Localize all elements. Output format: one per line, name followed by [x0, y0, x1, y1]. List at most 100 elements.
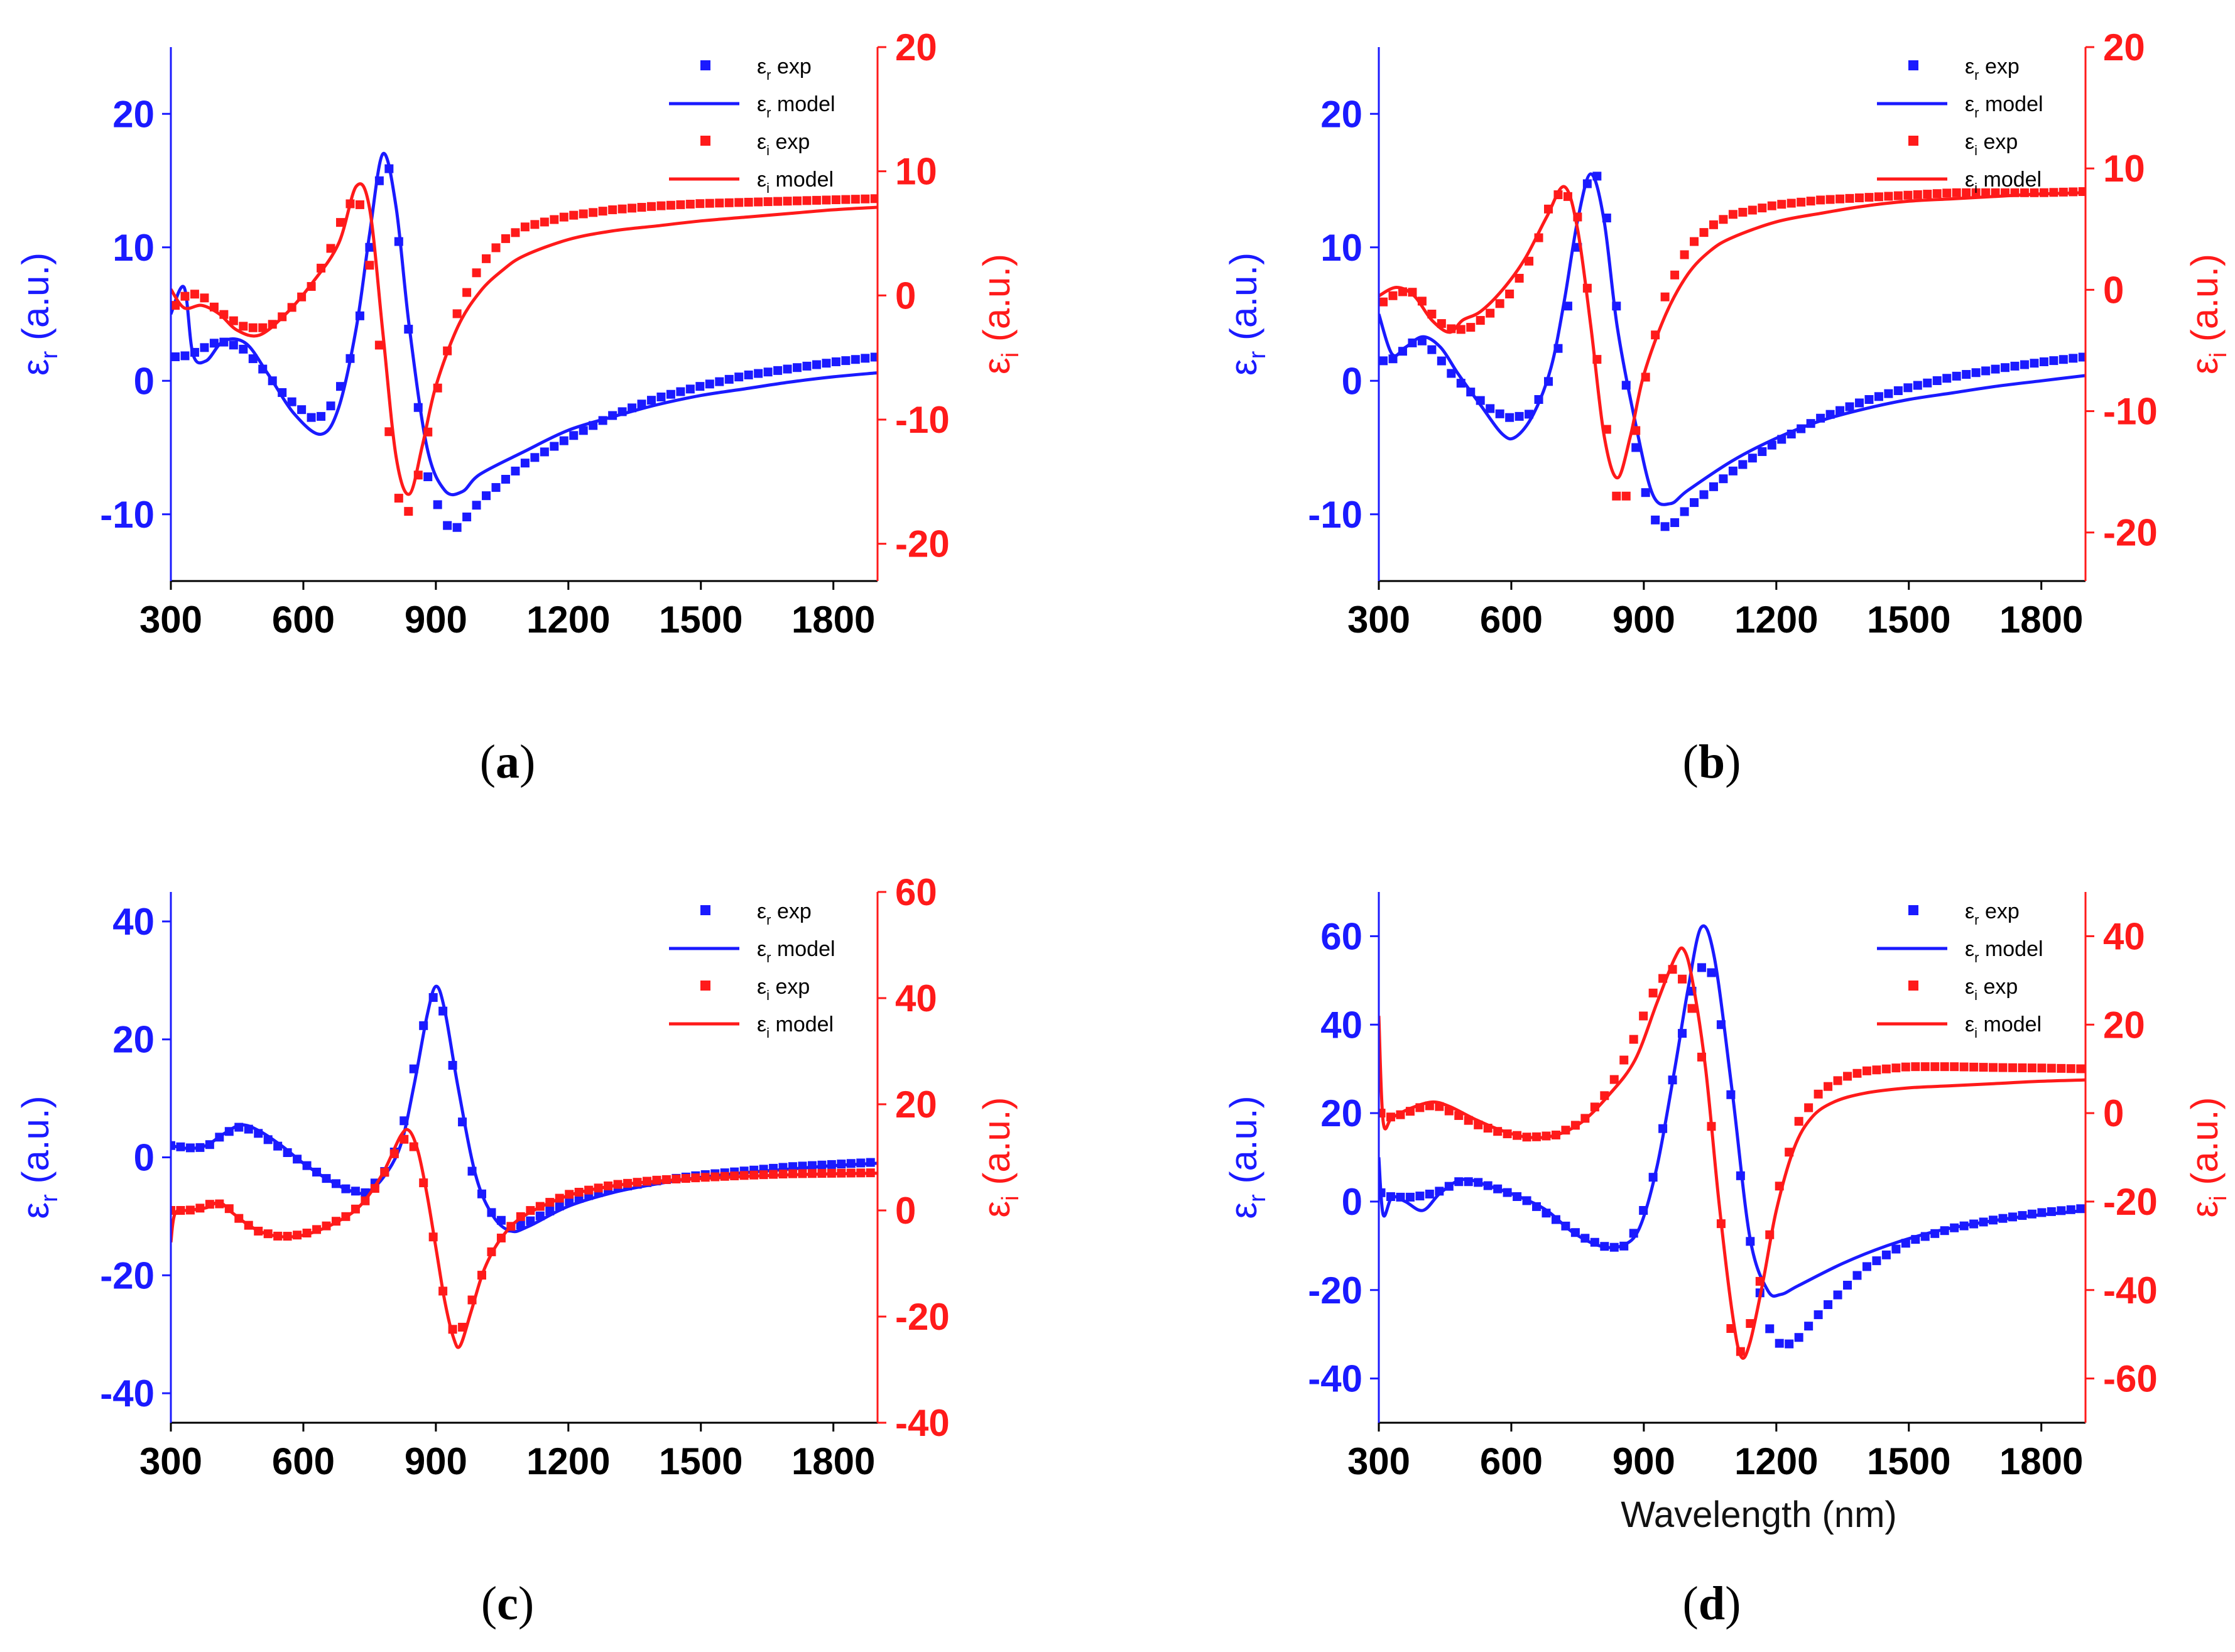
data-marker — [239, 322, 248, 331]
y-right-tick-label: -40 — [895, 1402, 950, 1444]
y-left-tick-label: 10 — [112, 227, 155, 269]
x-tick-label: 1500 — [659, 1440, 742, 1482]
y-left-title-c: εr (a.u.) — [14, 1095, 63, 1219]
x-tick-label: 600 — [272, 599, 335, 641]
y-right-tick-label: -20 — [895, 1296, 950, 1338]
data-marker — [171, 352, 180, 361]
y-right-tick-label: -10 — [895, 399, 950, 441]
data-marker — [822, 195, 831, 205]
data-marker — [647, 202, 656, 211]
x-tick-label: 600 — [272, 1440, 335, 1482]
data-marker — [637, 399, 646, 409]
data-marker — [1932, 376, 1942, 385]
data-marker — [200, 343, 209, 352]
y-left-tick-label: -40 — [100, 1372, 155, 1415]
data-marker — [1699, 490, 1709, 499]
data-marker — [656, 392, 666, 401]
data-marker — [400, 1134, 409, 1144]
data-marker — [2076, 1064, 2085, 1073]
chart-d: 300 600 900 1200 1500 1800 -40 -20 0 20 40 60 -60 -40… — [1222, 892, 2232, 1482]
data-marker — [579, 426, 588, 435]
data-marker — [1874, 392, 1883, 401]
legend-label: εi exp — [1965, 130, 2018, 158]
y-left-tick-label: 60 — [1320, 915, 1362, 957]
data-marker — [1719, 474, 1728, 484]
data-marker — [1913, 190, 1922, 199]
plot-area-b — [1379, 171, 2085, 531]
chart-b: 300 600 900 1200 1500 1800 -10 0 10 20 -20 -10 0 10 20… — [1222, 26, 2232, 641]
data-marker — [491, 483, 501, 492]
data-marker — [404, 507, 413, 516]
data-marker — [812, 195, 821, 205]
data-marker — [637, 203, 646, 212]
data-marker — [1959, 1062, 1969, 1072]
data-marker — [666, 389, 675, 399]
series-b-eps-i-model-line — [1379, 185, 2085, 480]
data-marker — [754, 197, 763, 207]
data-marker — [841, 356, 851, 366]
data-marker — [763, 367, 773, 377]
data-marker — [1962, 188, 1971, 197]
data-marker — [1728, 210, 1737, 219]
data-marker — [1843, 1072, 1852, 1081]
data-marker — [1456, 325, 1466, 334]
data-marker — [1629, 1035, 1638, 1044]
series-a-eps-r-exp-markers — [171, 164, 878, 532]
data-marker — [1884, 389, 1893, 398]
data-marker — [1748, 205, 1757, 215]
data-marker — [559, 212, 568, 222]
data-marker — [520, 459, 530, 468]
data-marker — [569, 210, 579, 220]
data-marker — [1891, 1063, 1901, 1073]
legend-label: εr exp — [1965, 55, 2020, 83]
data-marker — [1514, 273, 1524, 283]
data-marker — [1495, 409, 1504, 418]
data-marker — [656, 201, 666, 210]
data-marker — [1680, 507, 1689, 516]
data-marker — [1697, 963, 1706, 972]
data-marker — [724, 374, 734, 384]
data-marker — [579, 209, 588, 219]
data-marker — [1991, 364, 2000, 374]
data-marker — [2037, 1063, 2047, 1073]
data-marker — [1476, 316, 1485, 325]
data-marker — [180, 351, 190, 361]
data-marker — [1971, 188, 1981, 197]
data-marker — [1864, 193, 1874, 202]
legend-label: εi exp — [757, 130, 810, 158]
legend-label: εi model — [1965, 1013, 2042, 1041]
data-marker — [695, 199, 705, 209]
y-left-tick-label: 0 — [1342, 1181, 1362, 1223]
data-marker — [326, 244, 335, 253]
data-marker — [540, 217, 549, 227]
y-right-tick-label: 0 — [2103, 269, 2124, 311]
caption-a: (a) — [479, 736, 536, 788]
data-marker — [870, 352, 878, 362]
data-marker — [822, 359, 831, 368]
data-marker — [491, 243, 501, 253]
data-marker — [715, 377, 724, 386]
data-marker — [550, 442, 559, 451]
legend-label: εr model — [757, 92, 835, 121]
caption-d: (d) — [1682, 1577, 1741, 1630]
data-marker — [452, 523, 462, 532]
y-left-tick-label: 0 — [134, 360, 155, 402]
series-d-eps-r-model-line — [1379, 924, 2085, 1298]
data-marker — [1660, 292, 1670, 302]
data-marker — [2078, 352, 2085, 362]
y-right-tick-label: 60 — [895, 871, 937, 913]
data-marker — [1447, 369, 1456, 378]
x-tick-label: 900 — [1612, 1440, 1675, 1482]
data-marker — [307, 413, 316, 422]
data-marker — [1748, 454, 1757, 463]
data-marker — [1942, 188, 1952, 198]
data-marker — [1998, 1063, 2008, 1072]
data-marker — [1903, 383, 1913, 393]
x-tick-label: 1800 — [1999, 599, 2083, 641]
y-right-tick-label: -20 — [2103, 1181, 2158, 1223]
data-marker — [1525, 256, 1534, 266]
data-marker — [715, 198, 724, 208]
data-marker — [1678, 974, 1687, 984]
data-marker — [705, 379, 714, 389]
